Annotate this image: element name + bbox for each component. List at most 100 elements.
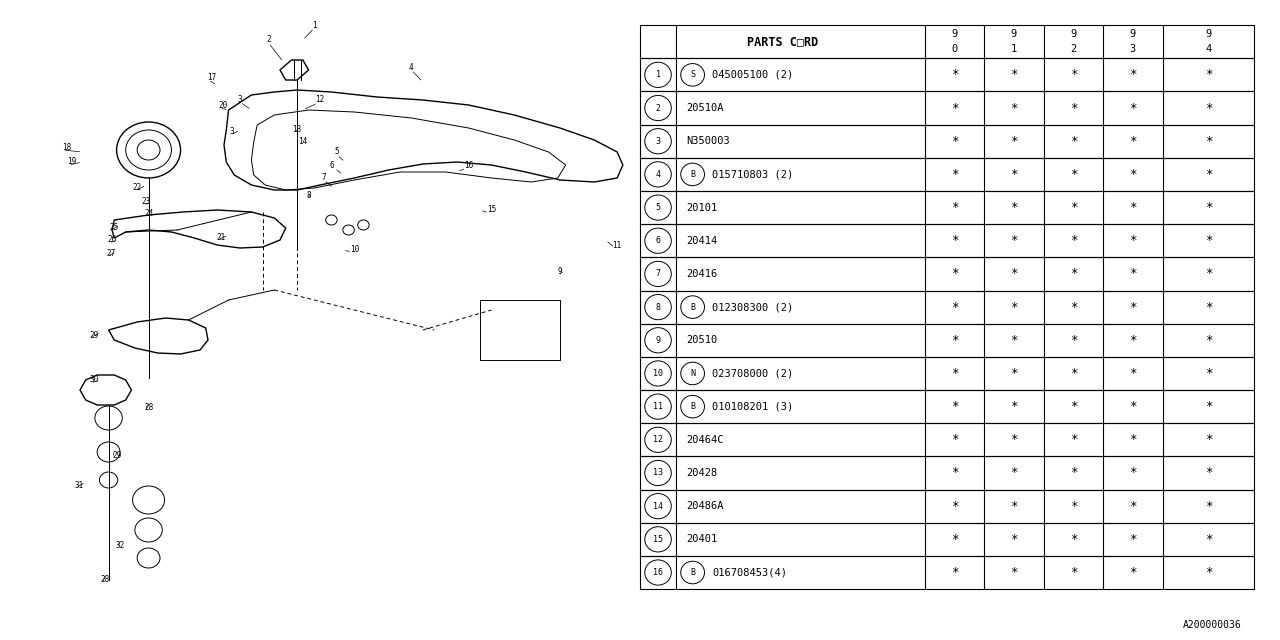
Text: *: * <box>1129 102 1137 115</box>
Text: *: * <box>1010 301 1018 314</box>
Text: *: * <box>1129 500 1137 513</box>
Text: *: * <box>1129 301 1137 314</box>
Text: 30: 30 <box>90 376 99 385</box>
Text: *: * <box>1010 268 1018 280</box>
Text: B: B <box>690 402 695 411</box>
Text: *: * <box>1070 533 1076 546</box>
Text: 20428: 20428 <box>686 468 717 478</box>
Text: *: * <box>1204 268 1212 280</box>
Text: *: * <box>1010 400 1018 413</box>
Text: *: * <box>1010 201 1018 214</box>
Text: *: * <box>951 134 959 148</box>
Text: *: * <box>951 301 959 314</box>
Text: *: * <box>1129 400 1137 413</box>
Text: *: * <box>1204 334 1212 347</box>
Text: *: * <box>1010 334 1018 347</box>
Text: *: * <box>1129 566 1137 579</box>
Text: 10: 10 <box>653 369 663 378</box>
Text: 20464C: 20464C <box>686 435 723 445</box>
Text: 9: 9 <box>655 336 660 345</box>
Text: 9: 9 <box>1130 29 1135 39</box>
Text: *: * <box>951 566 959 579</box>
Text: *: * <box>1010 134 1018 148</box>
Text: 23: 23 <box>142 198 151 207</box>
Text: *: * <box>1204 234 1212 247</box>
Text: *: * <box>1204 533 1212 546</box>
Text: 016708453(4): 016708453(4) <box>712 568 787 577</box>
Text: 20416: 20416 <box>686 269 717 279</box>
Text: 5: 5 <box>655 203 660 212</box>
Text: *: * <box>1129 433 1137 446</box>
Text: *: * <box>1129 134 1137 148</box>
Text: 20510A: 20510A <box>686 103 723 113</box>
Text: 12: 12 <box>315 95 325 104</box>
Text: *: * <box>1129 533 1137 546</box>
Text: 24: 24 <box>143 209 154 218</box>
Text: 21: 21 <box>216 234 225 243</box>
Text: 4: 4 <box>1206 44 1212 54</box>
Text: 5: 5 <box>335 147 339 157</box>
Text: 3: 3 <box>238 95 242 104</box>
Text: *: * <box>1204 467 1212 479</box>
Text: 16: 16 <box>463 161 474 170</box>
Text: *: * <box>951 68 959 81</box>
Text: 3: 3 <box>655 137 660 146</box>
Text: *: * <box>1010 102 1018 115</box>
Text: 4: 4 <box>655 170 660 179</box>
Text: *: * <box>1010 566 1018 579</box>
Text: *: * <box>951 102 959 115</box>
Text: *: * <box>1129 367 1137 380</box>
Text: *: * <box>1204 433 1212 446</box>
Text: 2: 2 <box>266 35 271 45</box>
Text: *: * <box>1204 367 1212 380</box>
Text: 045005100 (2): 045005100 (2) <box>712 70 794 80</box>
Text: *: * <box>1070 566 1076 579</box>
Text: *: * <box>1070 500 1076 513</box>
Text: 7: 7 <box>655 269 660 278</box>
Text: 11: 11 <box>653 402 663 411</box>
Text: 023708000 (2): 023708000 (2) <box>712 369 794 378</box>
Text: *: * <box>1070 68 1076 81</box>
Text: *: * <box>1070 467 1076 479</box>
Text: 14: 14 <box>298 138 307 147</box>
Text: *: * <box>1010 234 1018 247</box>
Text: *: * <box>951 533 959 546</box>
Text: 15: 15 <box>653 535 663 544</box>
Text: *: * <box>1010 367 1018 380</box>
Text: *: * <box>1070 201 1076 214</box>
Text: *: * <box>1070 102 1076 115</box>
Text: 10: 10 <box>349 246 358 255</box>
Text: *: * <box>1129 334 1137 347</box>
Text: *: * <box>951 168 959 181</box>
Text: 19: 19 <box>68 157 77 166</box>
Text: 9: 9 <box>1070 29 1076 39</box>
Text: *: * <box>1204 201 1212 214</box>
Text: 29: 29 <box>111 451 122 460</box>
Text: PARTS C□RD: PARTS C□RD <box>746 35 818 48</box>
Text: 20: 20 <box>218 100 228 109</box>
Text: *: * <box>1070 433 1076 446</box>
Text: 17: 17 <box>207 74 216 83</box>
Text: *: * <box>1070 400 1076 413</box>
Text: 1: 1 <box>1011 44 1018 54</box>
Text: 7: 7 <box>321 173 325 182</box>
Text: B: B <box>690 170 695 179</box>
Text: *: * <box>1129 201 1137 214</box>
Text: *: * <box>1010 433 1018 446</box>
Text: *: * <box>1010 68 1018 81</box>
Text: 2: 2 <box>655 104 660 113</box>
Text: 1: 1 <box>312 20 316 29</box>
Text: 9: 9 <box>1206 29 1212 39</box>
Text: 20486A: 20486A <box>686 501 723 511</box>
Text: 012308300 (2): 012308300 (2) <box>712 302 794 312</box>
Text: *: * <box>1204 400 1212 413</box>
Text: 9: 9 <box>558 268 562 276</box>
Text: *: * <box>951 234 959 247</box>
Text: 27: 27 <box>106 248 115 257</box>
Text: *: * <box>1070 234 1076 247</box>
Text: N: N <box>690 369 695 378</box>
Text: B: B <box>690 568 695 577</box>
Text: 20414: 20414 <box>686 236 717 246</box>
Text: *: * <box>1129 268 1137 280</box>
Text: 15: 15 <box>486 205 497 214</box>
